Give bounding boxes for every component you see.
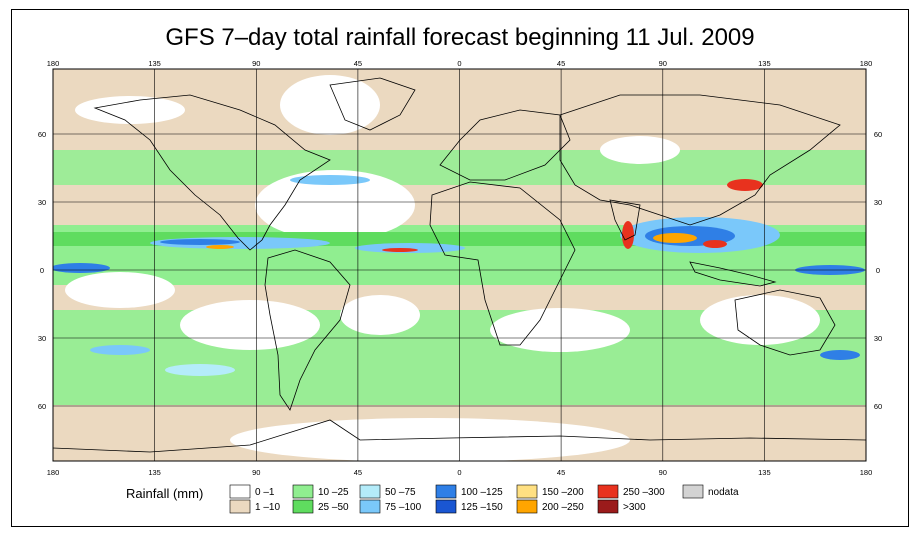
lon-tick-bottom: 135: [758, 468, 771, 477]
legend-label: 50 –75: [385, 487, 416, 498]
lon-tick-top: 45: [557, 59, 565, 68]
europe-outline: [439, 109, 571, 181]
legend-label: 75 –100: [385, 502, 422, 513]
lon-tick-bottom: 45: [354, 468, 362, 477]
legend-label: nodata: [708, 487, 739, 498]
legend-swatch: [516, 499, 538, 514]
legend-swatch: [292, 499, 314, 514]
lat-tick-left: 30: [38, 198, 46, 207]
legend-title: Rainfall (mm): [126, 486, 203, 501]
legend: Rainfall (mm) 0 –1 1 –10 10 –25 25 –50 50 –7…: [126, 484, 739, 514]
legend-label: 100 –125: [461, 487, 503, 498]
lat-tick-left: 60: [38, 130, 46, 139]
legend-label: 25 –50: [318, 502, 349, 513]
graticule: [52, 69, 867, 461]
legend-label: 125 –150: [461, 502, 503, 513]
australia-outline: [734, 289, 836, 356]
lon-tick-top: 90: [252, 59, 260, 68]
lat-tick-right: 60: [874, 402, 882, 411]
antarctica-outline: [53, 419, 866, 453]
map-border: [52, 68, 867, 462]
legend-swatch: [435, 484, 457, 499]
lat-tick-right: 0: [876, 266, 880, 275]
legend-swatch: [597, 499, 619, 514]
legend-label: 0 –1: [255, 487, 275, 498]
lat-tick-right: 30: [874, 334, 882, 343]
greenland-outline: [329, 77, 416, 131]
legend-swatch: [229, 499, 251, 514]
lon-tick-top: 0: [457, 59, 461, 68]
lon-tick-bottom: 90: [252, 468, 260, 477]
lat-tick-left: 0: [40, 266, 44, 275]
lon-tick-bottom: 135: [148, 468, 161, 477]
lon-tick-top: 90: [659, 59, 667, 68]
legend-label: 200 –250: [542, 502, 584, 513]
legend-swatch: [359, 499, 381, 514]
lon-tick-top: 180: [47, 59, 60, 68]
legend-label: 150 –200: [542, 487, 584, 498]
lon-tick-top: 45: [354, 59, 362, 68]
lat-tick-left: 30: [38, 334, 46, 343]
south-america-outline: [264, 249, 351, 411]
lon-tick-bottom: 90: [659, 468, 667, 477]
indonesia-outline: [689, 261, 777, 287]
legend-label: 1 –10: [255, 502, 280, 513]
legend-label: 250 –300: [623, 487, 665, 498]
legend-swatch: [229, 484, 251, 499]
legend-swatch: [597, 484, 619, 499]
indian-subcontinent-outline: [609, 199, 641, 241]
lat-tick-left: 60: [38, 402, 46, 411]
lon-tick-bottom: 180: [860, 468, 873, 477]
lon-tick-top: 135: [758, 59, 771, 68]
legend-swatch: [359, 484, 381, 499]
rainfall-field: [53, 69, 866, 461]
lon-tick-top: 135: [148, 59, 161, 68]
lat-tick-right: 30: [874, 198, 882, 207]
figure-frame: [11, 9, 909, 527]
lon-tick-bottom: 180: [47, 468, 60, 477]
lon-tick-top: 180: [860, 59, 873, 68]
legend-swatch: [682, 484, 704, 499]
legend-label: 10 –25: [318, 487, 349, 498]
lat-tick-right: 60: [874, 130, 882, 139]
north-america-outline: [93, 94, 331, 251]
lon-tick-bottom: 0: [457, 468, 461, 477]
legend-swatch: [292, 484, 314, 499]
coastlines: [53, 77, 866, 453]
africa-outline: [429, 181, 576, 346]
lon-tick-bottom: 45: [557, 468, 565, 477]
map-title: GFS 7–day total rainfall forecast beginn…: [165, 24, 755, 51]
legend-swatch: [435, 499, 457, 514]
legend-label: >300: [623, 502, 646, 513]
asia-outline: [559, 94, 841, 226]
legend-swatch: [516, 484, 538, 499]
